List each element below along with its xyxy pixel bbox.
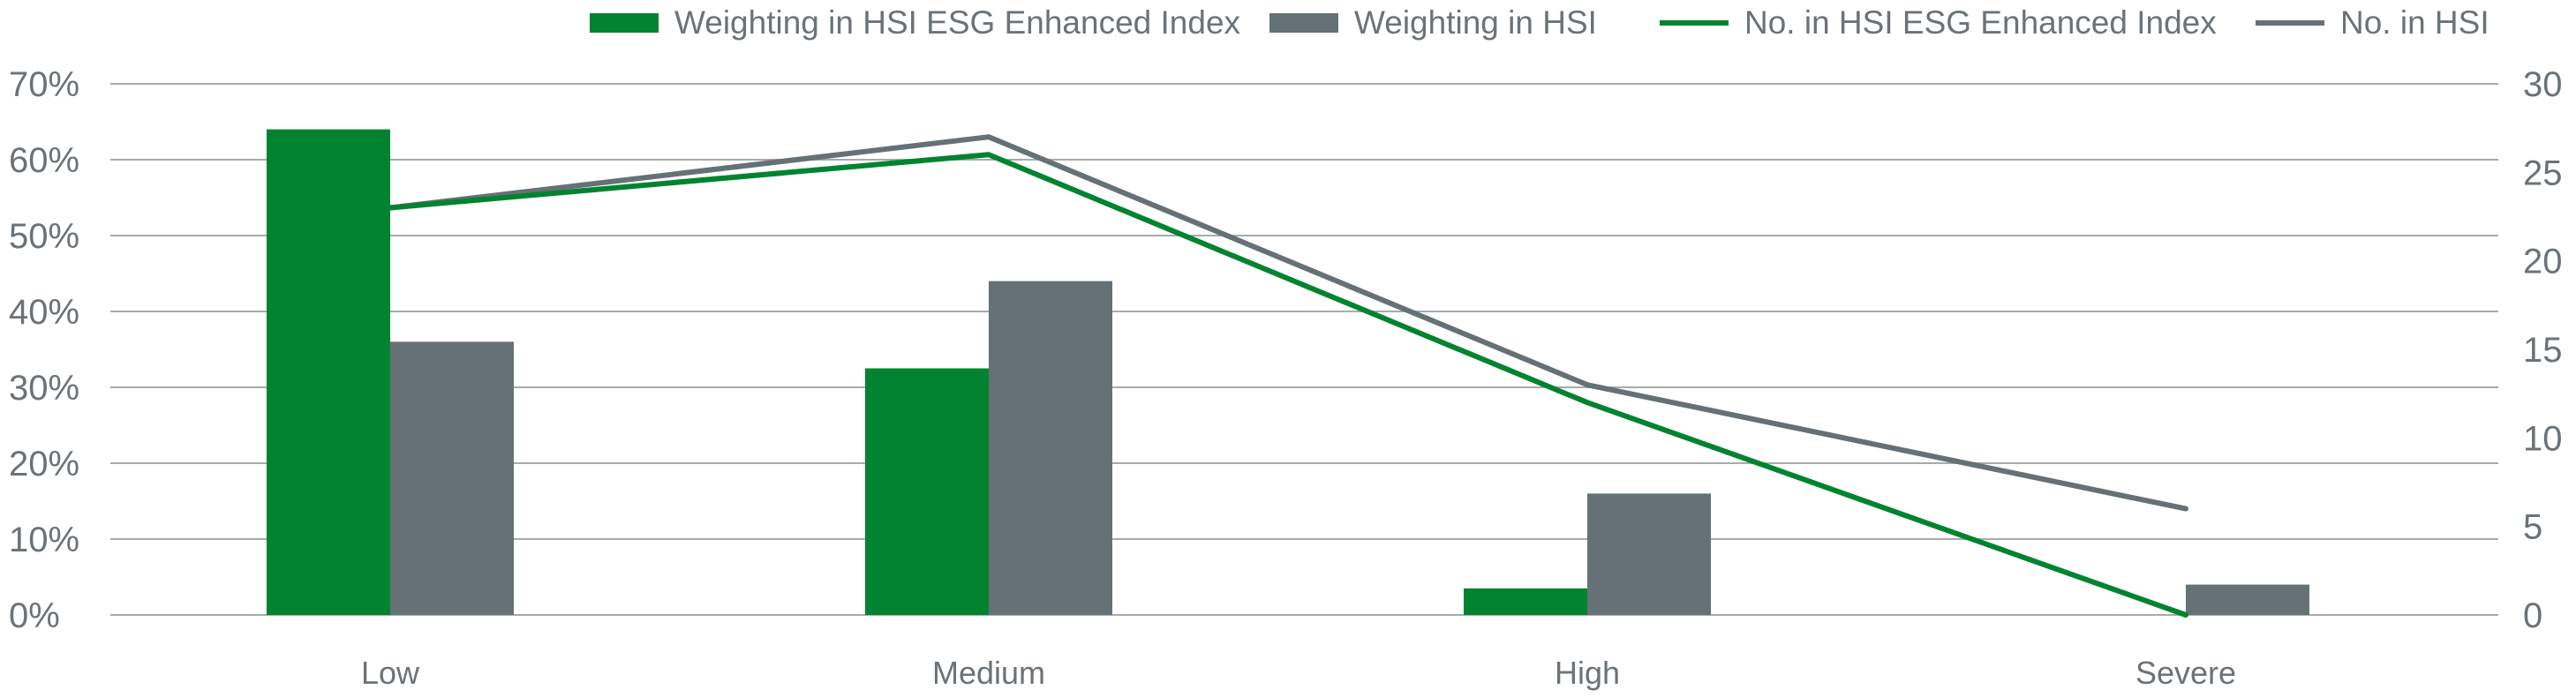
left-tick-label: 20% bbox=[9, 445, 79, 483]
right-tick-label: 5 bbox=[2523, 508, 2542, 547]
category-label: Medium bbox=[932, 655, 1045, 691]
legend-swatch bbox=[590, 13, 659, 33]
legend-label: No. in HSI ESG Enhanced Index bbox=[1744, 4, 2217, 41]
series-line bbox=[388, 134, 2188, 512]
left-axis-ticks: 0% 10% 20% 30% 40% 50% 60% 70% bbox=[9, 65, 79, 635]
bar bbox=[390, 341, 514, 615]
bar bbox=[1464, 588, 1587, 615]
category-label: Low bbox=[361, 655, 420, 691]
legend-label: Weighting in HSI ESG Enhanced Index bbox=[674, 4, 1241, 41]
category-label: High bbox=[1555, 655, 1620, 691]
left-tick-label: 40% bbox=[9, 293, 79, 332]
right-tick-label: 25 bbox=[2523, 154, 2563, 192]
legend-label: No. in HSI bbox=[2340, 4, 2489, 41]
right-axis-ticks: 0 5 10 15 20 25 30 bbox=[2523, 65, 2563, 635]
legend-label: Weighting in HSI bbox=[1354, 4, 1597, 41]
right-tick-label: 10 bbox=[2523, 419, 2563, 458]
right-tick-label: 15 bbox=[2523, 331, 2563, 370]
left-tick-label: 50% bbox=[9, 217, 79, 256]
bar bbox=[267, 129, 390, 616]
bar bbox=[989, 281, 1112, 615]
left-tick-label: 10% bbox=[9, 521, 79, 559]
bar bbox=[1587, 493, 1711, 615]
left-tick-label: 0% bbox=[9, 596, 60, 635]
right-tick-label: 0 bbox=[2523, 596, 2542, 635]
category-labels: Low Medium High Severe bbox=[361, 655, 2236, 691]
bar bbox=[865, 368, 989, 615]
legend-swatch bbox=[1269, 13, 1338, 33]
left-tick-label: 60% bbox=[9, 141, 79, 180]
left-tick-label: 70% bbox=[9, 65, 79, 104]
right-tick-label: 30 bbox=[2523, 65, 2563, 104]
right-tick-label: 20 bbox=[2523, 243, 2563, 281]
bar-series bbox=[267, 129, 2309, 616]
legend: Weighting in HSI ESG Enhanced Index Weigh… bbox=[590, 4, 2489, 41]
line-series bbox=[388, 134, 2188, 618]
category-label: Severe bbox=[2135, 655, 2236, 691]
bar bbox=[2186, 584, 2309, 615]
series-line bbox=[388, 152, 2188, 618]
left-tick-label: 30% bbox=[9, 369, 79, 408]
